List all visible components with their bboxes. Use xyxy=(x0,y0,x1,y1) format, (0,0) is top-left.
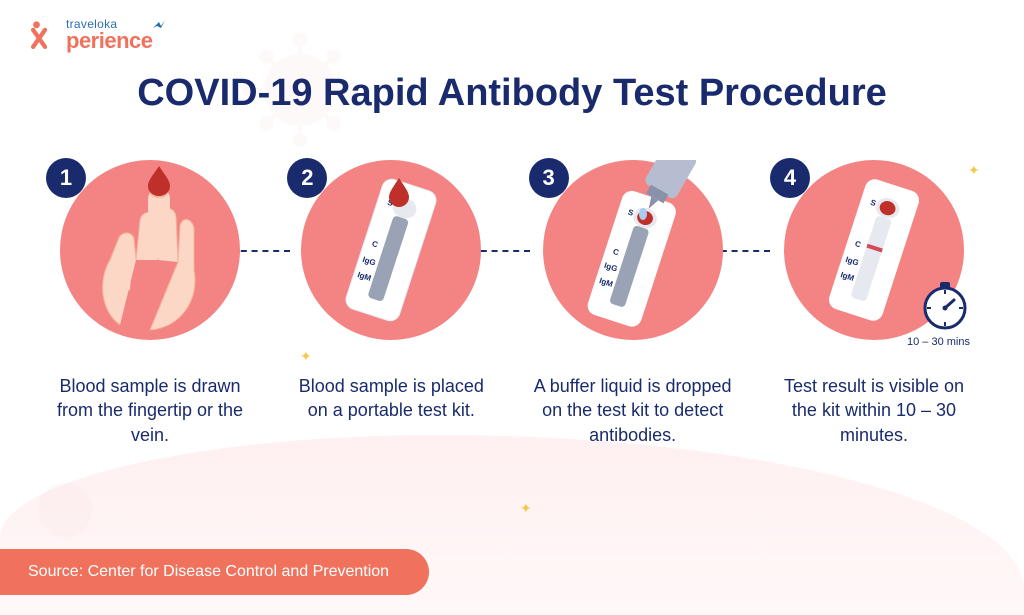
bird-icon xyxy=(151,18,167,34)
sparkle-icon: ✦ xyxy=(520,500,532,517)
buffer-bottle-kit-icon: S C IgG IgM xyxy=(543,160,723,340)
step-caption: Test result is visible on the kit within… xyxy=(769,374,979,447)
timer-label: 10 – 30 mins xyxy=(907,336,970,348)
step-badge: 4 xyxy=(770,158,810,198)
source-citation: Source: Center for Disease Control and P… xyxy=(0,549,429,595)
fingertip-blood-icon xyxy=(60,160,240,340)
test-kit-blood-icon: S C IgG IgM xyxy=(301,160,481,340)
step-caption: Blood sample is placed on a portable tes… xyxy=(286,374,496,423)
page-title: COVID-19 Rapid Antibody Test Procedure xyxy=(0,72,1024,115)
brand-logo: traveloka perience xyxy=(28,18,167,52)
step-circle: S C IgG IgM xyxy=(784,160,964,340)
step-badge: 1 xyxy=(46,158,86,198)
step-circle: S C IgG IgM xyxy=(301,160,481,340)
step-circle xyxy=(60,160,240,340)
virus-bg-icon xyxy=(20,465,110,555)
step-badge: 3 xyxy=(529,158,569,198)
step-1: 1 Blood sample is drawn from the fingert… xyxy=(40,150,260,447)
step-2: 2 S C IgG IgM B xyxy=(281,150,501,447)
step-caption: Blood sample is drawn from the fingertip… xyxy=(45,374,255,447)
stopwatch-icon xyxy=(918,278,972,332)
logo-bottom-text: perience xyxy=(66,30,153,52)
step-caption: A buffer liquid is dropped on the test k… xyxy=(528,374,738,447)
step-3: 3 S C IgG IgM xyxy=(523,150,743,447)
steps-row: 1 Blood sample is drawn from the fingert… xyxy=(40,150,984,447)
logo-x-icon xyxy=(28,18,62,52)
step-4: 4 S C IgG IgM xyxy=(764,150,984,447)
step-circle: S C IgG IgM xyxy=(543,160,723,340)
